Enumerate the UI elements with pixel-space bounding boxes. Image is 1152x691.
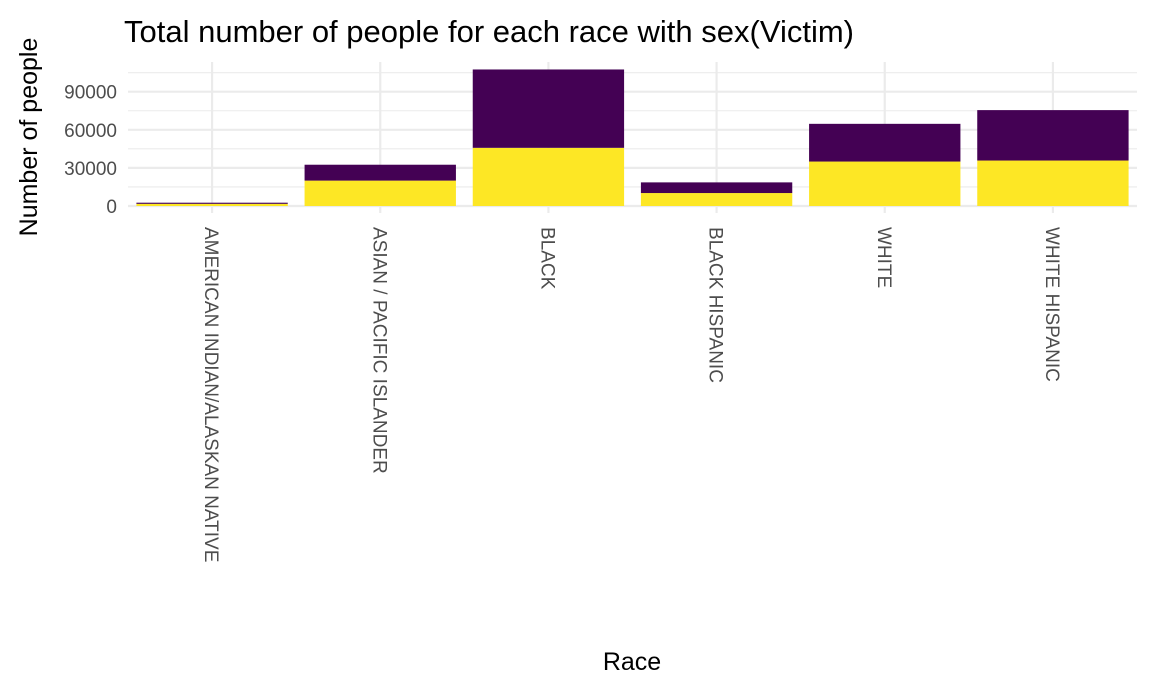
bar-segment [472,147,625,206]
y-axis-title: Number of people [15,38,43,237]
bar-segment [640,193,793,206]
y-tick-label: 30000 [64,159,117,180]
x-tick-label: ASIAN / PACIFIC ISLANDER [368,227,389,474]
bar-segment [136,203,288,206]
bars [136,69,1129,206]
x-tick-label: BLACK [536,227,557,290]
chart-title: Total number of people for each race wit… [124,14,854,49]
x-tick-label: BLACK HISPANIC [705,227,726,383]
bar-segment [640,182,793,194]
bar-segment [977,110,1129,161]
x-tick-label: WHITE [873,227,894,288]
bar-segment [809,123,961,162]
x-tick-label: AMERICAN INDIAN/ALASKAN NATIVE [200,227,221,562]
bar-segment [809,161,961,206]
bar-segment [472,69,625,148]
y-tick-label: 60000 [64,121,117,142]
bar-segment [136,202,288,204]
bar-segment [304,164,456,181]
x-axis-ticks: AMERICAN INDIAN/ALASKAN NATIVE ASIAN / PA… [200,227,1062,562]
y-tick-label: 0 [106,197,117,218]
bar-segment [304,180,456,206]
x-axis-title: Race [603,648,661,676]
y-axis-ticks: 0 30000 60000 90000 [64,83,117,218]
x-tick-label: WHITE HISPANIC [1041,227,1062,382]
y-tick-label: 90000 [64,83,117,104]
bar-segment [977,160,1129,206]
